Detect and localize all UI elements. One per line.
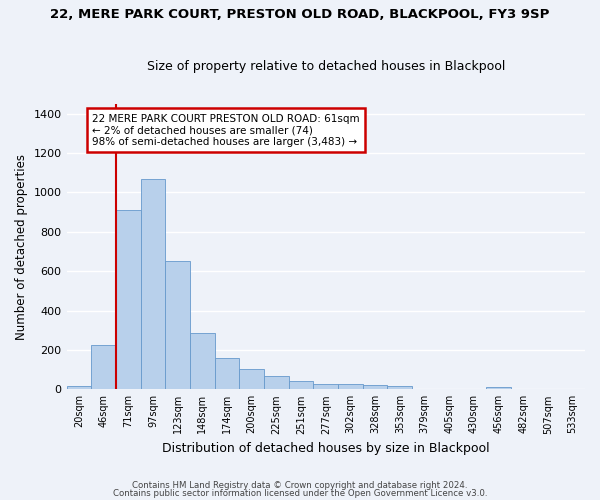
Text: 22, MERE PARK COURT, PRESTON OLD ROAD, BLACKPOOL, FY3 9SP: 22, MERE PARK COURT, PRESTON OLD ROAD, B… <box>50 8 550 20</box>
Bar <box>140 178 165 390</box>
Bar <box>388 386 412 390</box>
Bar <box>215 358 239 390</box>
Bar <box>264 376 289 390</box>
Bar <box>91 345 116 390</box>
Bar <box>67 386 91 390</box>
Text: Contains HM Land Registry data © Crown copyright and database right 2024.: Contains HM Land Registry data © Crown c… <box>132 481 468 490</box>
Title: Size of property relative to detached houses in Blackpool: Size of property relative to detached ho… <box>146 60 505 74</box>
Bar <box>338 384 363 390</box>
Text: 22 MERE PARK COURT PRESTON OLD ROAD: 61sqm
← 2% of detached houses are smaller (: 22 MERE PARK COURT PRESTON OLD ROAD: 61s… <box>92 114 360 147</box>
Bar <box>190 333 215 390</box>
Bar <box>239 368 264 390</box>
Bar <box>289 382 313 390</box>
Y-axis label: Number of detached properties: Number of detached properties <box>15 154 28 340</box>
Bar <box>116 210 140 390</box>
X-axis label: Distribution of detached houses by size in Blackpool: Distribution of detached houses by size … <box>162 442 490 455</box>
Bar <box>165 262 190 390</box>
Bar <box>486 388 511 390</box>
Text: Contains public sector information licensed under the Open Government Licence v3: Contains public sector information licen… <box>113 488 487 498</box>
Bar <box>313 384 338 390</box>
Bar <box>363 386 388 390</box>
